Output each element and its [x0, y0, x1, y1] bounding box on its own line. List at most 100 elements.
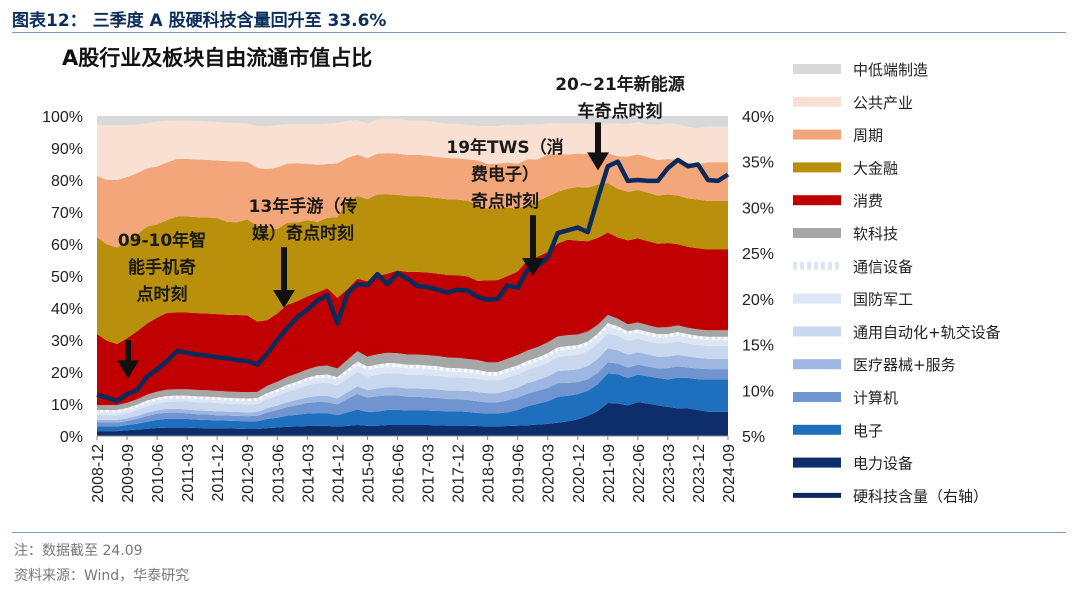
- area-6: [97, 323, 728, 413]
- x-tick-label: 2023-03: [661, 444, 678, 503]
- legend-label: 周期: [853, 127, 883, 145]
- annotation-arrowhead: [522, 258, 544, 276]
- legend-swatch: [793, 129, 841, 140]
- area-5: [97, 326, 728, 416]
- x-tick-label: 2023-12: [691, 444, 708, 503]
- y-right-tick-label: 25%: [742, 246, 774, 263]
- area-6-dots: [96, 323, 728, 413]
- annotation-text: 点时刻: [137, 284, 188, 305]
- y-left-tick-label: 70%: [51, 205, 83, 222]
- legend-swatch: [793, 195, 841, 206]
- top-rule: [12, 32, 1066, 33]
- y-left-tick-label: 50%: [51, 269, 83, 286]
- annotation-text: 19年TWS（消: [446, 137, 563, 158]
- x-tick-label: 2024-09: [721, 444, 738, 503]
- footnote: 注：数据截至 24.09: [14, 543, 143, 559]
- annotation-arrowhead: [273, 290, 295, 308]
- y-right-tick-label: 35%: [742, 155, 774, 172]
- legend-label: 硬科技含量（右轴）: [853, 487, 988, 505]
- legend-label: 大金融: [853, 159, 898, 177]
- y-left-tick-label: 0%: [60, 429, 83, 446]
- y-right-tick-label: 10%: [742, 383, 774, 400]
- annotation-arrowhead: [587, 152, 609, 171]
- legend-label: 医疗器械+服务: [853, 356, 956, 374]
- annotation-arrowhead: [117, 360, 139, 379]
- annotation-text: 13年手游（传: [249, 196, 358, 217]
- area-4: [97, 333, 728, 420]
- legend-label: 通用自动化+轨交设备: [853, 323, 1001, 341]
- x-tick-label: 2020-03: [541, 444, 558, 503]
- y-left-tick-label: 20%: [51, 365, 83, 382]
- legend-label: 中低端制造: [853, 61, 928, 79]
- legend-label: 公共产业: [853, 94, 913, 112]
- area-11: [97, 118, 728, 180]
- legend-swatch: [793, 424, 841, 435]
- x-tick-label: 2011-12: [210, 444, 227, 502]
- y-right-tick-label: 20%: [742, 292, 774, 309]
- legend-label: 国防军工: [853, 291, 913, 309]
- y-left-tick-label: 10%: [51, 397, 83, 414]
- legend-label: 计算机: [853, 389, 898, 407]
- y-left-tick-label: 40%: [51, 301, 83, 318]
- legend-swatch: [793, 228, 841, 238]
- x-tick-label: 2015-09: [360, 444, 377, 503]
- y-left-tick-label: 90%: [51, 141, 83, 158]
- annotation-text: 20~21年新能源: [555, 74, 685, 95]
- x-tick-label: 2011-03: [180, 444, 197, 502]
- annotation-text: 能手机奇: [128, 257, 196, 278]
- chart-title: A股行业及板块自由流通市值占比: [62, 46, 372, 70]
- area-7: [97, 314, 728, 410]
- figure-title: 图表12： 三季度 A 股硬科技含量回升至 33.6%: [12, 11, 387, 31]
- area-9: [97, 182, 728, 345]
- source-note: 资料来源：Wind，华泰研究: [14, 568, 190, 584]
- legend: 中低端制造公共产业周期大金融消费软科技通信设备国防军工通用自动化+轨交设备医疗器…: [793, 61, 1001, 505]
- x-tick-label: 2017-12: [451, 444, 468, 503]
- x-tick-label: 2016-06: [390, 444, 407, 503]
- legend-label: 消费: [853, 192, 883, 210]
- area-10: [97, 153, 728, 248]
- x-tick-label: 2022-06: [631, 444, 648, 503]
- y-left-tick-label: 60%: [51, 237, 83, 254]
- area-2: [97, 362, 728, 427]
- y-right-tick-label: 40%: [742, 109, 774, 126]
- x-tick-label: 2014-12: [330, 444, 347, 503]
- axes: 0% 10% 20% 30% 40% 50% 60% 70% 80% 90% 100% 5% 10% 15…: [42, 109, 774, 503]
- legend-swatch: [793, 457, 841, 468]
- area-0: [97, 402, 728, 436]
- x-tick-label: 2012-09: [240, 444, 257, 503]
- x-tick-label: 2018-09: [481, 444, 498, 503]
- legend-swatch: [793, 96, 841, 107]
- legend-swatch: [793, 162, 841, 173]
- legend-swatch: [793, 293, 841, 304]
- area-12: [97, 116, 728, 129]
- x-tick-label: 2019-06: [511, 444, 528, 503]
- y-left-tick-label: 30%: [51, 333, 83, 350]
- legend-swatch: [793, 392, 841, 402]
- hard-tech-line: [96, 157, 730, 404]
- y-left-tick-label: 100%: [42, 109, 83, 126]
- x-tick-label: 2008-12: [90, 444, 107, 503]
- legend-swatch: [793, 64, 841, 74]
- annotation-text: 费电子）: [471, 164, 539, 185]
- x-tick-label: 2017-03: [421, 444, 438, 503]
- x-tick-label: 2010-06: [150, 444, 167, 503]
- legend-label: 电力设备: [853, 455, 913, 473]
- bottom-rule: [12, 532, 1066, 533]
- x-tick-label: 2009-09: [120, 444, 137, 503]
- y-right-tick-label: 5%: [742, 429, 765, 446]
- legend-swatch: [793, 359, 841, 370]
- hard-tech-line-path: [96, 157, 730, 404]
- x-tick-label: 2013-06: [270, 444, 287, 503]
- area-1: [97, 373, 728, 432]
- legend-label: 通信设备: [853, 258, 913, 276]
- x-tick-label: 2021-09: [601, 444, 618, 503]
- annotation-text: 09-10年智: [118, 230, 206, 251]
- annotation-text: 媒）奇点时刻: [252, 223, 354, 244]
- y-right-tick-label: 30%: [742, 200, 774, 217]
- annotation-text: 车奇点时刻: [578, 101, 663, 122]
- annotation-text: 奇点时刻: [471, 191, 539, 212]
- legend-label: 电子: [853, 422, 883, 440]
- y-right-tick-label: 15%: [742, 338, 774, 355]
- legend-swatch: [793, 326, 841, 337]
